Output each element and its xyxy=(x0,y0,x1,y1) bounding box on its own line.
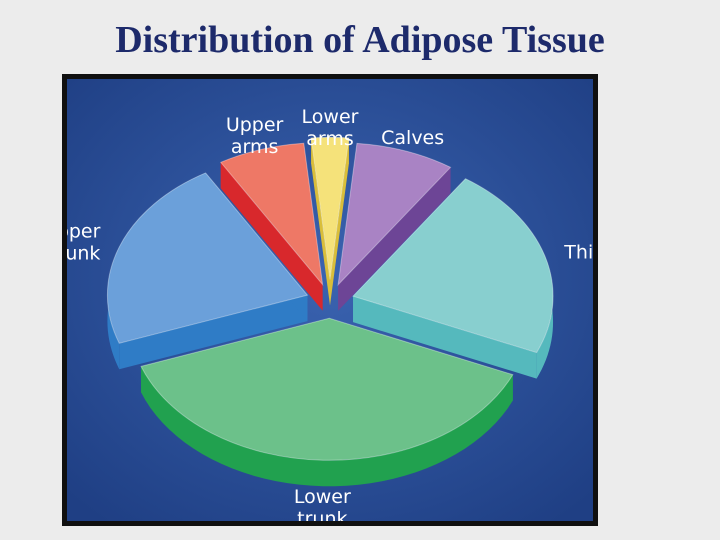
slice-labels: LowerarmsCalvesThighsLowertrunkUppertrun… xyxy=(67,106,593,521)
label-line: Lower xyxy=(294,486,351,508)
label-line: trunk xyxy=(297,508,347,521)
label-calves: Calves xyxy=(381,127,444,149)
label-line: Lower xyxy=(302,106,359,128)
label-thighs: Thighs xyxy=(563,242,593,264)
label-lower-arms: Lower arms xyxy=(302,106,359,150)
chart-frame: LowerarmsCalvesThighsLowertrunkUppertrun… xyxy=(62,74,598,526)
label-line: arms xyxy=(231,136,279,158)
label-upper-arms: Upper arms xyxy=(226,114,284,158)
label-upper-trunk: Uppertrunk xyxy=(67,220,101,264)
slice-thighs xyxy=(352,178,554,354)
label-line: Calves xyxy=(381,127,444,149)
slice-tops xyxy=(106,136,554,461)
slice-upper-arms xyxy=(219,142,324,287)
label-line: arms xyxy=(306,128,354,150)
pie-chart: LowerarmsCalvesThighsLowertrunkUppertrun… xyxy=(67,79,593,521)
slide-title: Distribution of Adipose Tissue xyxy=(115,19,605,61)
slice-lower-trunk xyxy=(140,317,514,461)
slice-calves xyxy=(337,142,452,287)
slice-upper-trunk xyxy=(106,172,309,344)
slice-lower-arms xyxy=(310,136,350,280)
label-line: Upper xyxy=(67,220,101,242)
label-lower-trunk: Lower trunk xyxy=(294,486,351,521)
label-line: trunk xyxy=(67,242,100,264)
label-line: Thighs xyxy=(563,242,593,264)
label-line: Upper xyxy=(226,114,284,136)
